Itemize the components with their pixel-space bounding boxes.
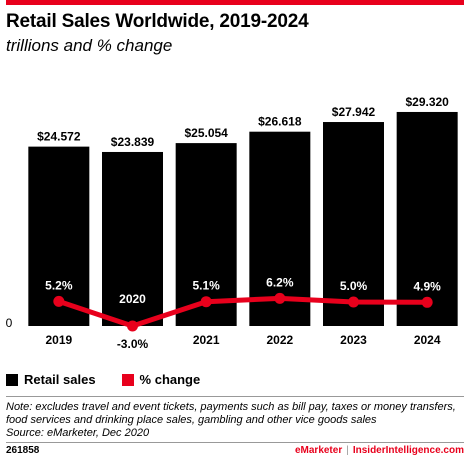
percent-change-point-2020 bbox=[127, 320, 138, 332]
chart-area: $24.572 $23.839 $25.054 $26.618 $27.942 $29.3… bbox=[6, 95, 458, 351]
legend-label-percent-change: % change bbox=[139, 372, 201, 387]
percent-change-label-2022: 6.2% bbox=[266, 275, 294, 289]
x-axis-label-2021: 2021 bbox=[193, 333, 220, 347]
footer: 261858 eMarketer | InsiderIntelligence.com bbox=[6, 445, 464, 461]
bar-value-label-2022: $26.618 bbox=[258, 115, 302, 129]
bar-2023 bbox=[323, 122, 384, 326]
percent-change-point-2024 bbox=[421, 296, 433, 308]
bar-2020 bbox=[102, 151, 163, 326]
legend-label-retail-sales: Retail sales bbox=[24, 372, 96, 387]
chart-id: 261858 bbox=[6, 445, 40, 456]
percent-change-line bbox=[58, 295, 428, 329]
legend: Retail sales % change bbox=[6, 372, 226, 387]
footnote-note: Note: excludes travel and event tickets,… bbox=[6, 401, 456, 426]
bar-value-label-2020: $23.839 bbox=[111, 135, 155, 149]
divider-top bbox=[6, 396, 464, 397]
bar-2024 bbox=[396, 111, 458, 326]
bar-2021 bbox=[175, 143, 237, 326]
divider-bottom bbox=[6, 442, 464, 443]
percent-change-label-2023: 5.0% bbox=[340, 279, 368, 293]
x-axis-label-2023: 2023 bbox=[340, 333, 367, 347]
percent-change-label-2021: 5.1% bbox=[192, 279, 220, 293]
percent-change-point-2019 bbox=[53, 295, 65, 307]
y-axis-zero-label: 0 bbox=[6, 316, 13, 330]
percent-change-label-2020: -3.0% bbox=[117, 337, 149, 351]
top-accent-bar bbox=[6, 0, 464, 5]
legend-swatch-percent-change bbox=[121, 373, 134, 386]
brand: eMarketer | InsiderIntelligence.com bbox=[295, 445, 464, 456]
x-axis-label-2020: 2020 bbox=[119, 292, 146, 306]
brand-separator: | bbox=[346, 445, 349, 456]
bar-value-label-2024: $29.320 bbox=[405, 95, 449, 109]
percent-change-point-2022 bbox=[274, 292, 286, 304]
chart-subtitle: trillions and % change bbox=[6, 36, 173, 55]
x-axis-label-2024: 2024 bbox=[414, 333, 441, 347]
brand-emarketer: eMarketer bbox=[294, 445, 343, 456]
footnote: Note: excludes travel and event tickets,… bbox=[6, 401, 466, 440]
footnote-source: Source: eMarketer, Dec 2020 bbox=[6, 427, 150, 439]
bar-value-label-2019: $24.572 bbox=[37, 130, 81, 144]
percent-change-point-2023 bbox=[348, 296, 359, 308]
percent-change-label-2024: 4.9% bbox=[413, 279, 441, 293]
x-axis-label-2022: 2022 bbox=[266, 333, 293, 347]
chart-title: Retail Sales Worldwide, 2019-2024 bbox=[6, 11, 309, 32]
legend-item-retail-sales: Retail sales bbox=[6, 372, 96, 387]
legend-item-percent-change: % change bbox=[121, 372, 201, 387]
bar-value-label-2023: $27.942 bbox=[332, 105, 376, 119]
brand-insiderintelligence: InsiderIntelligence.com bbox=[352, 445, 464, 456]
x-axis-label-2019: 2019 bbox=[45, 333, 72, 347]
percent-change-label-2019: 5.2% bbox=[45, 278, 73, 292]
percent-change-point-2021 bbox=[200, 296, 212, 308]
legend-swatch-retail-sales bbox=[6, 373, 18, 386]
bar-value-label-2021: $25.054 bbox=[184, 126, 228, 140]
